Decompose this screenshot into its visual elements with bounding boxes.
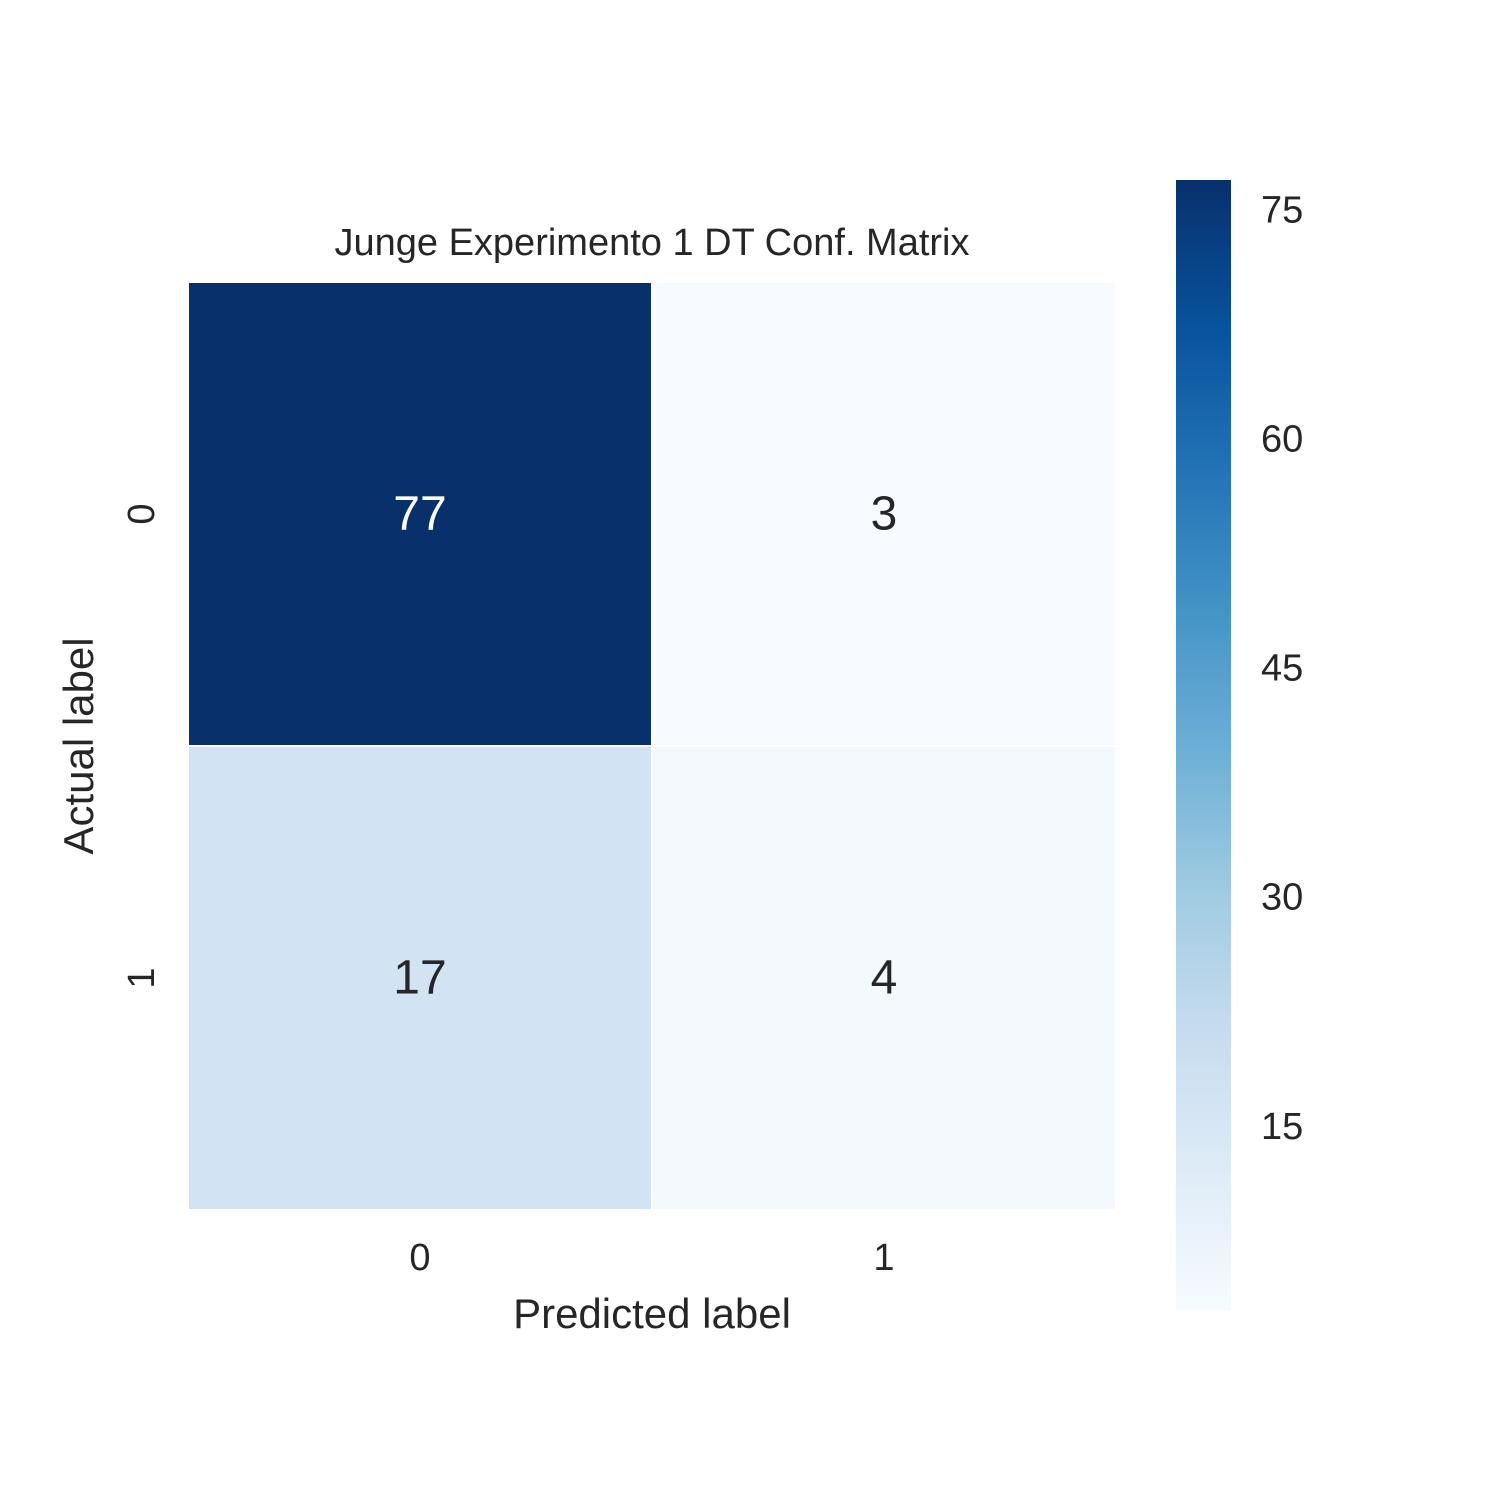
- cell-annotations: 77 3 17 4: [393, 488, 897, 1005]
- x-tick-label-1: 1: [873, 1237, 894, 1279]
- colorbar-tick-label-1: 30: [1261, 877, 1303, 919]
- y-tick-label-0: 0: [121, 503, 163, 524]
- colorbar-tick-label-2: 45: [1261, 648, 1303, 690]
- cell-value-label-0-0: 77: [393, 488, 446, 541]
- x-tick-label-0: 0: [409, 1237, 430, 1279]
- y-tick-labels: 01: [121, 503, 163, 988]
- heatmap-cells: [187, 281, 1117, 1211]
- heatmap-cell-1-1: [651, 745, 1117, 1211]
- cell-value-label-0-1: 3: [871, 488, 898, 541]
- x-axis-label: Predicted label: [513, 1290, 791, 1337]
- heatmap-cell-1-0: [187, 745, 653, 1211]
- colorbar: [1176, 180, 1231, 1310]
- cell-value-label-1-1: 4: [871, 952, 898, 1005]
- colorbar-tick-label-3: 60: [1261, 419, 1303, 461]
- colorbar-tick-label-0: 15: [1261, 1106, 1303, 1148]
- colorbar-tick-labels: 15 30 45 60 75: [1261, 190, 1303, 1148]
- chart-title: Junge Experimento 1 DT Conf. Matrix: [334, 222, 969, 264]
- heatmap-cell-0-0: [187, 281, 653, 747]
- colorbar-tick-label-4: 75: [1261, 190, 1303, 232]
- y-axis-label: Actual label: [55, 637, 102, 854]
- cell-value-label-1-0: 17: [393, 952, 446, 1005]
- heatmap-cell-0-1: [651, 281, 1117, 747]
- y-tick-label-1: 1: [121, 967, 163, 988]
